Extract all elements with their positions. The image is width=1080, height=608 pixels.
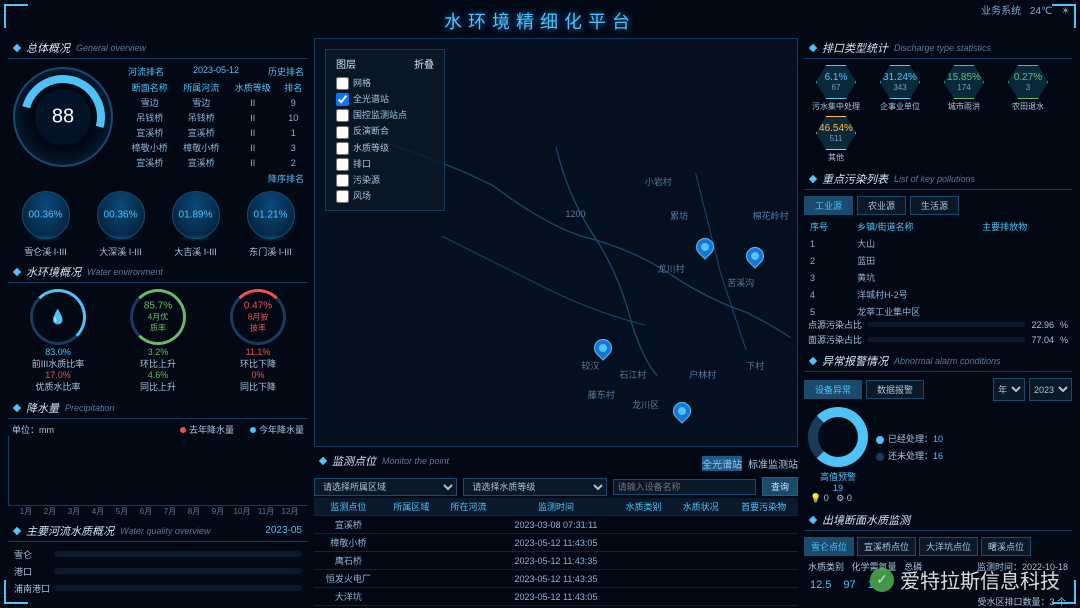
wechat-icon: ✓ (870, 568, 894, 592)
mini-gauge: 01.21%东门溪 I-III (236, 191, 306, 258)
map[interactable]: 图层折叠 网格全光谱站国控监测站点反演断合水质等级排口污染源风场 小岩村累坊棉花… (314, 38, 798, 447)
watermark: ✓爱特拉斯信息科技 (870, 565, 1060, 594)
cross-btn[interactable]: 曙溪点位 (981, 537, 1031, 556)
env-panel: 水环境概况Water environment 💧85.7%4月优质率0.47%8… (8, 262, 308, 394)
layer-toggle[interactable]: 风场 (336, 188, 434, 204)
btn-search[interactable]: 查询 (762, 477, 798, 496)
table-row[interactable]: 恒发火电厂2023-05-12 11:43:35 (314, 570, 798, 588)
rank-table: 河流排名2023-05-12历史排名 断面名称所属河流水质等级排名雪边雪边II9… (124, 63, 308, 187)
alarm-panel: 异常报警情况Abnormal alarm conditions 设备异常数据报警… (804, 351, 1072, 506)
sys-link[interactable]: 业务系统 (981, 6, 1021, 17)
page-title: 水环境精细化平台 (0, 8, 1080, 34)
layer-toggle[interactable]: 国控监测站点 (336, 107, 434, 123)
btn-spectrum[interactable]: 全光谱站 (702, 456, 742, 471)
cross-btn[interactable]: 大洋坑点位 (919, 537, 978, 556)
sel-region[interactable]: 请选择所属区域 (314, 478, 457, 496)
discharge-panel: 排口类型统计Discharge type statistics 6.1%67污水… (804, 38, 1072, 165)
precip-chart (8, 436, 308, 506)
inp-device[interactable] (613, 479, 756, 495)
layer-toggle[interactable]: 排口 (336, 156, 434, 172)
tab[interactable]: 设备异常 (804, 380, 862, 399)
hex-stat: 31.24%343企事业单位 (870, 65, 930, 112)
table-row[interactable]: 樟敬小桥2023-05-12 11:43:05 (314, 534, 798, 552)
wq-panel: 主要河流水质概况Water quality overview2023-05 雪仑… (8, 521, 308, 597)
sel-grade[interactable]: 请选择水质等级 (463, 478, 606, 496)
weather-icon: ☀ (1061, 6, 1070, 17)
temp: 24℃ (1030, 6, 1052, 17)
hex-stat: 46.54%511其他 (806, 116, 866, 163)
monitor-panel: 监测点位Monitor the point 全光谱站标准监测站 请选择所属区域 … (314, 451, 798, 606)
hex-stat: 6.1%67污水集中处理 (806, 65, 866, 112)
cross-btn[interactable]: 宣溪桥点位 (857, 537, 916, 556)
table-row[interactable]: 鹰石桥2023-05-12 11:43:35 (314, 552, 798, 570)
layer-toggle[interactable]: 污染源 (336, 172, 434, 188)
layer-toggle[interactable]: 水质等级 (336, 140, 434, 156)
score-gauge: 88 (13, 67, 113, 167)
mini-gauge: 00.36%大深溪 I-III (86, 191, 156, 258)
table-row[interactable]: 宣溪桥2023-03-08 07:31:11 (314, 516, 798, 534)
hex-stat: 15.85%174城市雨洪 (934, 65, 994, 112)
btn-standard[interactable]: 标准监测站 (748, 456, 798, 471)
pollution-panel: 重点污染列表List of key pollutions 工业源农业源生活源 序… (804, 169, 1072, 347)
table-row[interactable]: 大洋坑2023-05-12 11:43:05 (314, 588, 798, 606)
monitor-table: 监测点位所属区域所在河流监测时间水质类别水质状况首要污染物宣溪桥2023-03-… (314, 498, 798, 606)
overview-panel: 总体概况General overview 88 河流排名2023-05-12历史… (8, 38, 308, 258)
tab[interactable]: 数据报警 (866, 380, 924, 399)
layer-toggle[interactable]: 全光谱站 (336, 91, 434, 107)
layer-panel: 图层折叠 网格全光谱站国控监测站点反演断合水质等级排口污染源风场 (325, 49, 445, 211)
layer-toggle[interactable]: 反演断合 (336, 123, 434, 139)
tab[interactable]: 生活源 (910, 196, 959, 215)
tab[interactable]: 工业源 (804, 196, 853, 215)
sel-year2[interactable]: 2023 (1029, 378, 1072, 401)
cross-btn[interactable]: 雪仑点位 (804, 537, 854, 556)
mini-gauge: 01.89%大吉溪 I-III (161, 191, 231, 258)
precip-panel: 降水量Precipitation 单位：mm去年降水量今年降水量 1月2月3月4… (8, 398, 308, 517)
sel-year[interactable]: 年 (993, 378, 1025, 401)
topbar: 业务系统 24℃ ☀ (975, 2, 1070, 17)
alarm-donut (808, 407, 868, 467)
layer-toggle[interactable]: 网格 (336, 75, 434, 91)
tab[interactable]: 农业源 (857, 196, 906, 215)
mini-gauge: 00.36%雪仑溪 I-III (11, 191, 81, 258)
hex-stat: 0.27%3农田退水 (998, 65, 1058, 112)
header: 水环境精细化平台 (0, 0, 1080, 38)
